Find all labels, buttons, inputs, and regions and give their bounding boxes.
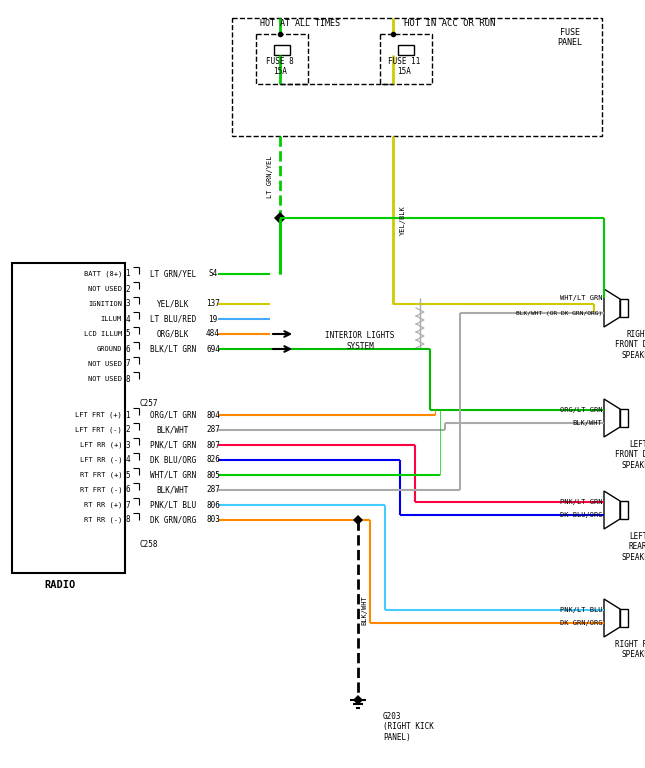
Text: C257: C257: [139, 399, 157, 408]
Text: 484: 484: [206, 329, 220, 339]
Text: RT RR (+): RT RR (+): [84, 502, 122, 508]
Bar: [380, 34, 432, 84]
Text: YEL/BLK: YEL/BLK: [157, 300, 189, 309]
Text: 2: 2: [125, 425, 130, 435]
Text: 287: 287: [206, 425, 220, 435]
Text: 7: 7: [125, 359, 130, 369]
Text: BLK/WHT: BLK/WHT: [572, 420, 602, 426]
Text: 806: 806: [206, 501, 220, 509]
Text: NOT USED: NOT USED: [88, 376, 122, 382]
Bar: [232, 18, 602, 136]
Bar: [256, 34, 308, 84]
Text: 7: 7: [125, 501, 130, 509]
Text: 805: 805: [206, 471, 220, 479]
Text: 803: 803: [206, 515, 220, 525]
Text: LEFT
REAR
SPEAKER: LEFT REAR SPEAKER: [622, 532, 645, 562]
Text: DK GRN/ORG: DK GRN/ORG: [559, 620, 602, 626]
Text: LFT FRT (-): LFT FRT (-): [75, 427, 122, 433]
Text: BLK/WHT (OR DK GRN/ORG): BLK/WHT (OR DK GRN/ORG): [516, 310, 602, 316]
Text: HOT AT ALL TIMES: HOT AT ALL TIMES: [260, 19, 340, 28]
Text: G203
(RIGHT KICK
PANEL): G203 (RIGHT KICK PANEL): [383, 712, 434, 742]
Text: INTERIOR LIGHTS
SYSTEM: INTERIOR LIGHTS SYSTEM: [325, 331, 395, 351]
Text: DK BLU/ORG: DK BLU/ORG: [150, 455, 196, 465]
Text: LCD ILLUM: LCD ILLUM: [84, 331, 122, 337]
Text: DK GRN/ORG: DK GRN/ORG: [150, 515, 196, 525]
Text: BLK/WHT: BLK/WHT: [157, 425, 189, 435]
Text: LT GRN/YEL: LT GRN/YEL: [150, 270, 196, 279]
Text: WHT/LT GRN: WHT/LT GRN: [150, 471, 196, 479]
Text: PNK/LT GRN: PNK/LT GRN: [150, 441, 196, 449]
Text: 826: 826: [206, 455, 220, 465]
Text: ORG/LT GRN: ORG/LT GRN: [150, 411, 196, 419]
Text: RT FRT (-): RT FRT (-): [79, 487, 122, 493]
Text: 2: 2: [125, 284, 130, 293]
Text: 19: 19: [208, 315, 217, 323]
Bar: [620, 299, 628, 317]
Text: 15A: 15A: [397, 68, 411, 77]
Text: WHT/LT GRN: WHT/LT GRN: [559, 295, 602, 301]
Text: LT GRN/YEL: LT GRN/YEL: [267, 156, 273, 198]
Text: S4: S4: [208, 270, 217, 279]
Text: 694: 694: [206, 345, 220, 353]
Text: ILLUM: ILLUM: [101, 316, 122, 322]
Text: 287: 287: [206, 485, 220, 495]
Text: 8: 8: [125, 375, 130, 383]
Text: 4: 4: [125, 315, 130, 323]
Text: ORG/BLK: ORG/BLK: [157, 329, 189, 339]
Text: FUSE
PANEL: FUSE PANEL: [557, 28, 582, 48]
Text: IGNITION: IGNITION: [88, 301, 122, 307]
Bar: [12, 263, 125, 573]
Text: 5: 5: [125, 329, 130, 339]
Text: 807: 807: [206, 441, 220, 449]
Text: 137: 137: [206, 300, 220, 309]
Text: 4: 4: [125, 455, 130, 465]
Bar: [620, 501, 628, 519]
Text: 5: 5: [125, 471, 130, 479]
Text: HOT IN ACC OR RUN: HOT IN ACC OR RUN: [404, 19, 496, 28]
Text: PNK/LT BLU: PNK/LT BLU: [559, 607, 602, 613]
Bar: [620, 609, 628, 627]
Text: 3: 3: [125, 300, 130, 309]
Text: RT FRT (+): RT FRT (+): [79, 472, 122, 478]
Text: FUSE 8: FUSE 8: [266, 58, 294, 67]
Text: NOT USED: NOT USED: [88, 286, 122, 292]
Text: FUSE 11: FUSE 11: [388, 58, 420, 67]
Text: 804: 804: [206, 411, 220, 419]
Bar: [620, 409, 628, 427]
Text: LEFT
FRONT DOOR
SPEAKER: LEFT FRONT DOOR SPEAKER: [615, 440, 645, 470]
Text: NOT USED: NOT USED: [88, 361, 122, 367]
Text: BATT (8+): BATT (8+): [84, 271, 122, 277]
Text: 6: 6: [125, 345, 130, 353]
Bar: [274, 45, 290, 55]
Text: 3: 3: [125, 441, 130, 449]
Text: PNK/LT BLU: PNK/LT BLU: [150, 501, 196, 509]
Text: RADIO: RADIO: [45, 580, 75, 590]
Text: ORG/LT GRN: ORG/LT GRN: [559, 407, 602, 413]
Text: YEL/BLK: YEL/BLK: [400, 205, 406, 235]
Text: 1: 1: [125, 270, 130, 279]
Text: LT BLU/RED: LT BLU/RED: [150, 315, 196, 323]
Text: 8: 8: [125, 515, 130, 525]
Text: LFT RR (-): LFT RR (-): [79, 457, 122, 463]
Text: BLK/WHT: BLK/WHT: [157, 485, 189, 495]
Text: 15A: 15A: [273, 68, 287, 77]
Text: PNK/LT GRN: PNK/LT GRN: [559, 499, 602, 505]
Text: RIGHT
FRONT DOOR
SPEAKER: RIGHT FRONT DOOR SPEAKER: [615, 330, 645, 359]
Text: GROUND: GROUND: [97, 346, 122, 352]
Text: RIGHT REAR
SPEAKER: RIGHT REAR SPEAKER: [615, 640, 645, 660]
Text: BLK/LT GRN: BLK/LT GRN: [150, 345, 196, 353]
Text: 1: 1: [125, 411, 130, 419]
Text: LFT RR (+): LFT RR (+): [79, 442, 122, 449]
Text: LFT FRT (+): LFT FRT (+): [75, 412, 122, 419]
Text: 6: 6: [125, 485, 130, 495]
Text: RT RR (-): RT RR (-): [84, 517, 122, 523]
Bar: [398, 45, 414, 55]
Text: DK BLU/ORG: DK BLU/ORG: [559, 512, 602, 518]
Text: C258: C258: [139, 540, 157, 549]
Text: BLK/WHT: BLK/WHT: [361, 595, 367, 625]
